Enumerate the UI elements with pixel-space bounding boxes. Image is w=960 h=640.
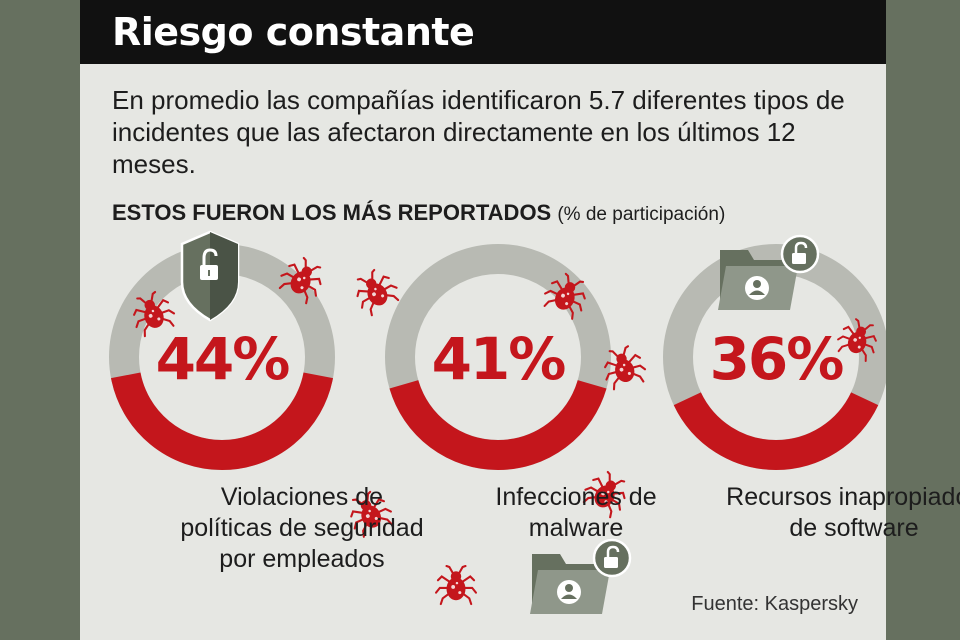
percentage-value: 44% [156,325,290,393]
intro-text: En promedio las compañías identificaron … [112,85,845,179]
donut-value-arc [111,372,333,470]
donut-value-arc [673,391,879,470]
bug-icon [582,470,626,519]
source-note: Fuente: Kaspersky [691,593,858,615]
category-label-3: Recursos inapropiados de software [726,483,960,542]
section-heading: ESTOS FUERON LOS MÁS REPORTADOS (% de pa… [112,199,725,229]
bug-icon [278,256,322,305]
percentage-value: 36% [710,325,844,393]
category-label-1: Violaciones de políticas de seguridad po… [180,483,424,573]
folder-user-lock-icon [530,538,632,614]
folder-user-lock-icon [718,234,820,310]
donut-value-arc [389,379,607,470]
section-heading-main: ESTOS FUERON LOS MÁS REPORTADOS [112,200,552,225]
bug-icon [435,565,477,606]
shield-lock-icon [180,230,240,322]
title-bar: Riesgo constante [80,0,886,64]
page-title: Riesgo constante [112,10,475,54]
category-label-2: Infecciones de malware [495,483,657,542]
infographic-card: Riesgo constante En promedio las compañí… [80,0,960,640]
section-heading-note: (% de participación) [557,204,726,225]
bug-icon [543,272,586,320]
percentage-value: 41% [432,325,566,393]
bug-icon [604,345,647,391]
bug-icon [356,268,400,317]
donut-chart-group: 44% 41% 36% [109,230,886,614]
bug-icon [350,490,393,538]
bug-icon [837,318,877,362]
bug-icon [133,290,176,338]
